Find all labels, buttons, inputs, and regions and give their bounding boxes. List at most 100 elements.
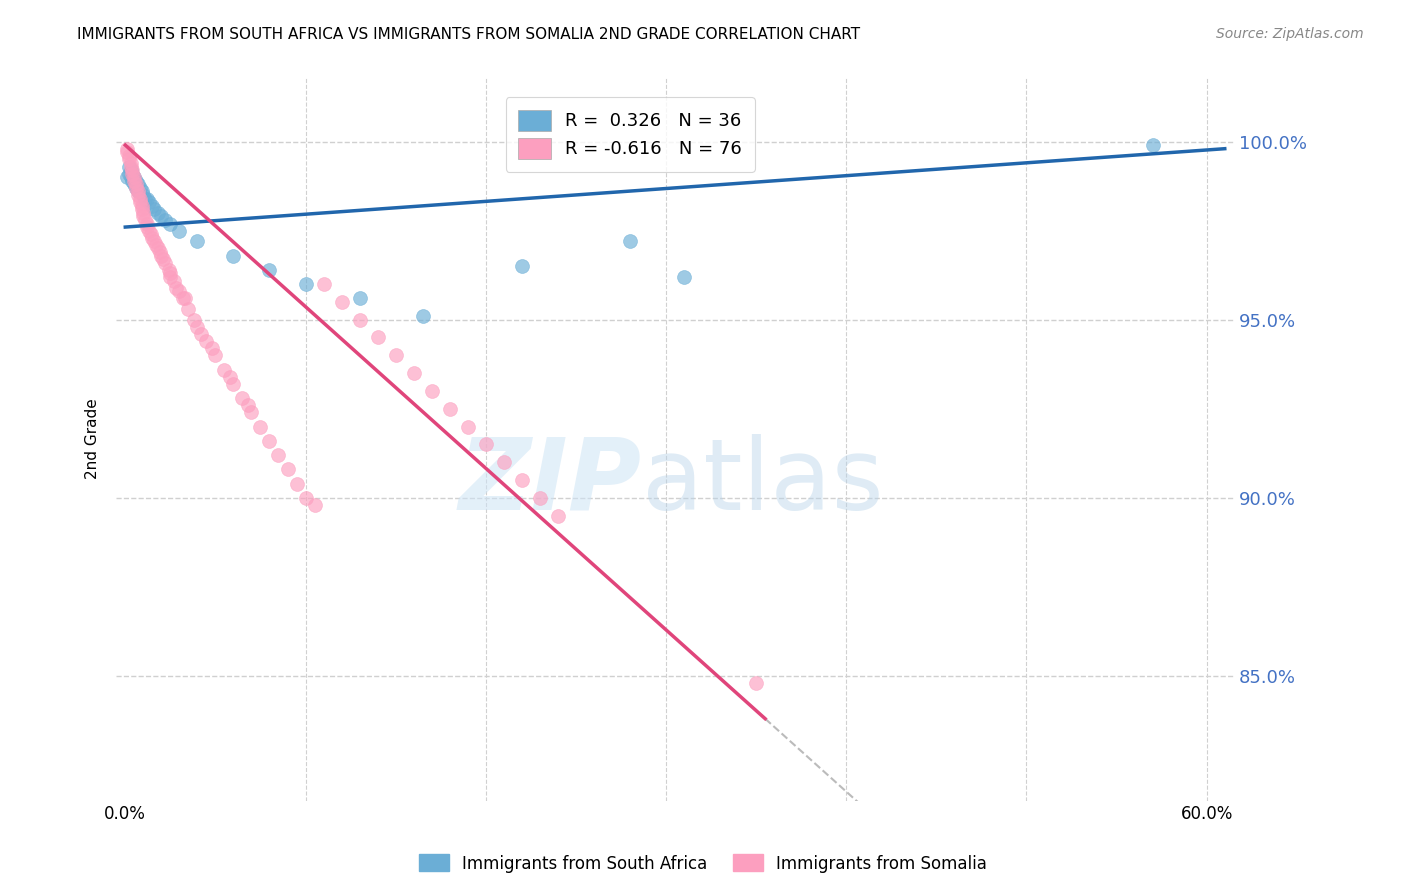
Point [157,262,180,277]
Point [153,255,176,269]
Point [276,462,298,476]
Point [745,676,768,690]
Point [141,199,163,213]
Point [204,348,226,362]
Point [141,231,163,245]
Point [312,277,335,291]
Point [510,259,533,273]
Point [145,238,167,252]
Point [132,206,155,220]
Point [195,334,218,348]
Point [127,185,149,199]
Point [134,213,156,227]
Point [135,217,157,231]
Point [118,167,141,181]
Point [159,266,181,280]
Point [201,341,224,355]
Point [120,156,142,170]
Point [127,185,149,199]
Point [218,369,240,384]
Point [138,224,160,238]
Point [115,142,138,156]
Point [163,273,186,287]
Point [457,419,479,434]
Point [124,178,146,192]
Point [139,227,162,242]
Legend: Immigrants from South Africa, Immigrants from Somalia: Immigrants from South Africa, Immigrants… [412,847,994,880]
Point [118,160,141,174]
Point [131,185,153,199]
Point [510,473,533,487]
Point [294,491,316,505]
Point [132,210,155,224]
Point [402,366,425,380]
Point [420,384,443,398]
Text: atlas: atlas [641,434,883,531]
Point [236,398,259,412]
Point [121,167,143,181]
Text: Source: ZipAtlas.com: Source: ZipAtlas.com [1216,27,1364,41]
Point [183,312,205,326]
Point [128,192,150,206]
Point [121,167,143,181]
Point [267,448,290,462]
Point [190,326,212,341]
Point [294,277,316,291]
Point [367,330,389,344]
Point [131,199,153,213]
Legend: R =  0.326   N = 36, R = -0.616   N = 76: R = 0.326 N = 36, R = -0.616 N = 76 [506,97,755,171]
Point [673,269,696,284]
Point [124,170,146,185]
Point [124,170,146,185]
Text: ZIP: ZIP [458,434,641,531]
Point [169,284,191,298]
Point [165,280,187,294]
Point [214,362,236,376]
Point [529,491,551,505]
Point [135,192,157,206]
Point [135,220,157,235]
Point [134,192,156,206]
Point [124,174,146,188]
Point [172,291,194,305]
Point [127,178,149,192]
Point [177,301,200,316]
Point [120,163,142,178]
Point [132,188,155,202]
Point [148,245,170,260]
Point [153,213,176,227]
Point [186,235,208,249]
Y-axis label: 2nd Grade: 2nd Grade [86,399,100,479]
Point [118,149,141,163]
Point [173,291,195,305]
Point [285,476,308,491]
Point [152,252,174,266]
Point [349,291,371,305]
Point [121,174,143,188]
Point [127,188,149,202]
Point [118,153,141,167]
Point [412,309,434,323]
Point [143,202,166,217]
Point [128,195,150,210]
Point [146,206,169,220]
Point [249,419,271,434]
Point [186,319,208,334]
Point [150,210,173,224]
Point [492,455,515,469]
Point [304,498,326,512]
Point [474,437,496,451]
Point [125,181,148,195]
Point [131,202,153,217]
Point [259,434,281,448]
Point [120,160,142,174]
Point [222,376,245,391]
Text: IMMIGRANTS FROM SOUTH AFRICA VS IMMIGRANTS FROM SOMALIA 2ND GRADE CORRELATION CH: IMMIGRANTS FROM SOUTH AFRICA VS IMMIGRAN… [77,27,860,42]
Point [384,348,406,362]
Point [159,217,181,231]
Point [128,181,150,195]
Point [159,269,181,284]
Point [138,195,160,210]
Point [259,262,281,277]
Point [125,178,148,192]
